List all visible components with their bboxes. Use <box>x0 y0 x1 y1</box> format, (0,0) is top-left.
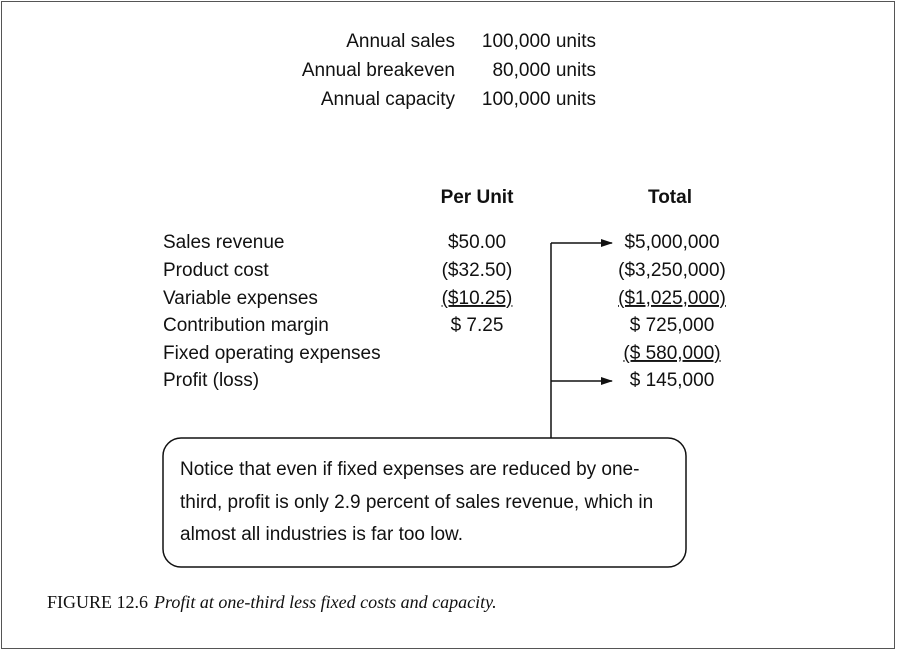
note-box <box>162 437 687 568</box>
summary-value: 100,000 units <box>482 31 596 52</box>
summary-label: Annual sales <box>346 31 455 52</box>
total: $ 725,000 <box>630 315 715 336</box>
note-line: Notice that even if fixed expenses are r… <box>180 459 639 480</box>
note-line: third, profit is only 2.9 percent of sal… <box>180 492 653 513</box>
caption: FIGURE 12.6 Profit at one-third less fixe… <box>47 592 497 612</box>
per-unit: ($32.50) <box>442 260 513 281</box>
row-label: Profit (loss) <box>163 370 259 391</box>
summary-label: Annual capacity <box>321 89 456 110</box>
total: ($1,025,000) <box>618 288 726 309</box>
total: $ 145,000 <box>630 370 715 391</box>
summary-label: Annual breakeven <box>302 60 455 81</box>
note-line: almost all industries is far too low. <box>180 524 463 545</box>
summary-value: 80,000 units <box>492 60 596 81</box>
summary-value: 100,000 units <box>482 89 596 110</box>
column-header: Per Unit <box>441 187 515 208</box>
per-unit: ($10.25) <box>442 288 513 309</box>
row-label: Product cost <box>163 260 269 281</box>
caption-text: Profit at one-third less fixed costs and… <box>153 592 497 612</box>
row-label: Fixed operating expenses <box>163 343 381 364</box>
per-unit: $50.00 <box>448 232 506 253</box>
column-header: Total <box>648 187 692 208</box>
row-label: Contribution margin <box>163 315 329 336</box>
total: ($ 580,000) <box>623 343 720 364</box>
per-unit: $ 7.25 <box>451 315 504 336</box>
total: $5,000,000 <box>624 232 719 253</box>
caption-label: FIGURE 12.6 <box>47 592 148 612</box>
row-label: Variable expenses <box>163 288 318 309</box>
row-label: Sales revenue <box>163 232 284 253</box>
total: ($3,250,000) <box>618 260 726 281</box>
